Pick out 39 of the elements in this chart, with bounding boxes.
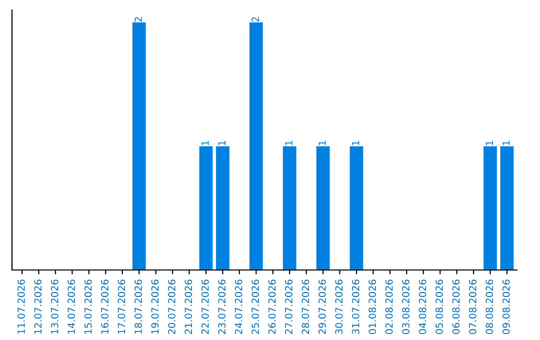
x-tick-label: 22.07.2026 (201, 280, 209, 334)
x-tick-label: 27.07.2026 (285, 280, 292, 334)
x-tick-label: 14.07.2026 (68, 280, 76, 334)
data-label: 1 (318, 140, 326, 146)
x-tick-label: 12.07.2026 (34, 280, 42, 334)
x-tick-label: 07.08.2026 (468, 280, 476, 334)
x-tick-label: 04.08.2026 (418, 280, 426, 334)
data-label: 2 (252, 17, 259, 22)
x-tick-label: 23.07.2026 (218, 280, 226, 334)
data-label: 1 (218, 140, 226, 146)
x-tick-label: 19.07.2026 (151, 280, 159, 334)
x-tick-label: 13.07.2026 (50, 280, 58, 334)
x-tick-label: 20.07.2026 (168, 280, 176, 334)
x-tick-label: 06.08.2026 (452, 280, 460, 334)
x-tick-label: 29.07.2026 (318, 280, 326, 334)
x-tick-label: 24.07.2026 (234, 280, 242, 334)
x-tick-label: 25.07.2026 (252, 280, 259, 334)
x-tick-label: 30.07.2026 (335, 280, 343, 334)
x-tick-label: 15.07.2026 (84, 280, 92, 334)
x-tick-label: 18.07.2026 (134, 280, 142, 334)
x-tick-label: 11.07.2026 (18, 280, 25, 334)
data-label: 1 (202, 140, 209, 146)
x-tick-label: 01.08.2026 (368, 280, 376, 334)
x-tick-label: 02.08.2026 (385, 280, 393, 334)
x-tick-label: 05.08.2026 (436, 280, 443, 334)
data-label: 1 (285, 140, 292, 146)
data-label: 1 (486, 140, 493, 146)
data-label: 1 (352, 140, 360, 146)
x-tick-label: 31.07.2026 (352, 280, 360, 334)
x-tick-label: 08.08.2026 (486, 280, 494, 334)
x-tick-label: 26.07.2026 (268, 280, 276, 334)
x-tick-label: 21.07.2026 (184, 280, 192, 334)
data-label: 1 (502, 140, 510, 146)
data-label: 2 (134, 17, 142, 22)
x-tick-label: 16.07.2026 (101, 280, 108, 334)
x-tick-label: 09.08.2026 (502, 280, 510, 334)
x-tick-label: 03.08.2026 (402, 280, 410, 334)
x-tick-label: 28.07.2026 (302, 280, 310, 334)
x-tick-label: 17.07.2026 (118, 280, 126, 334)
